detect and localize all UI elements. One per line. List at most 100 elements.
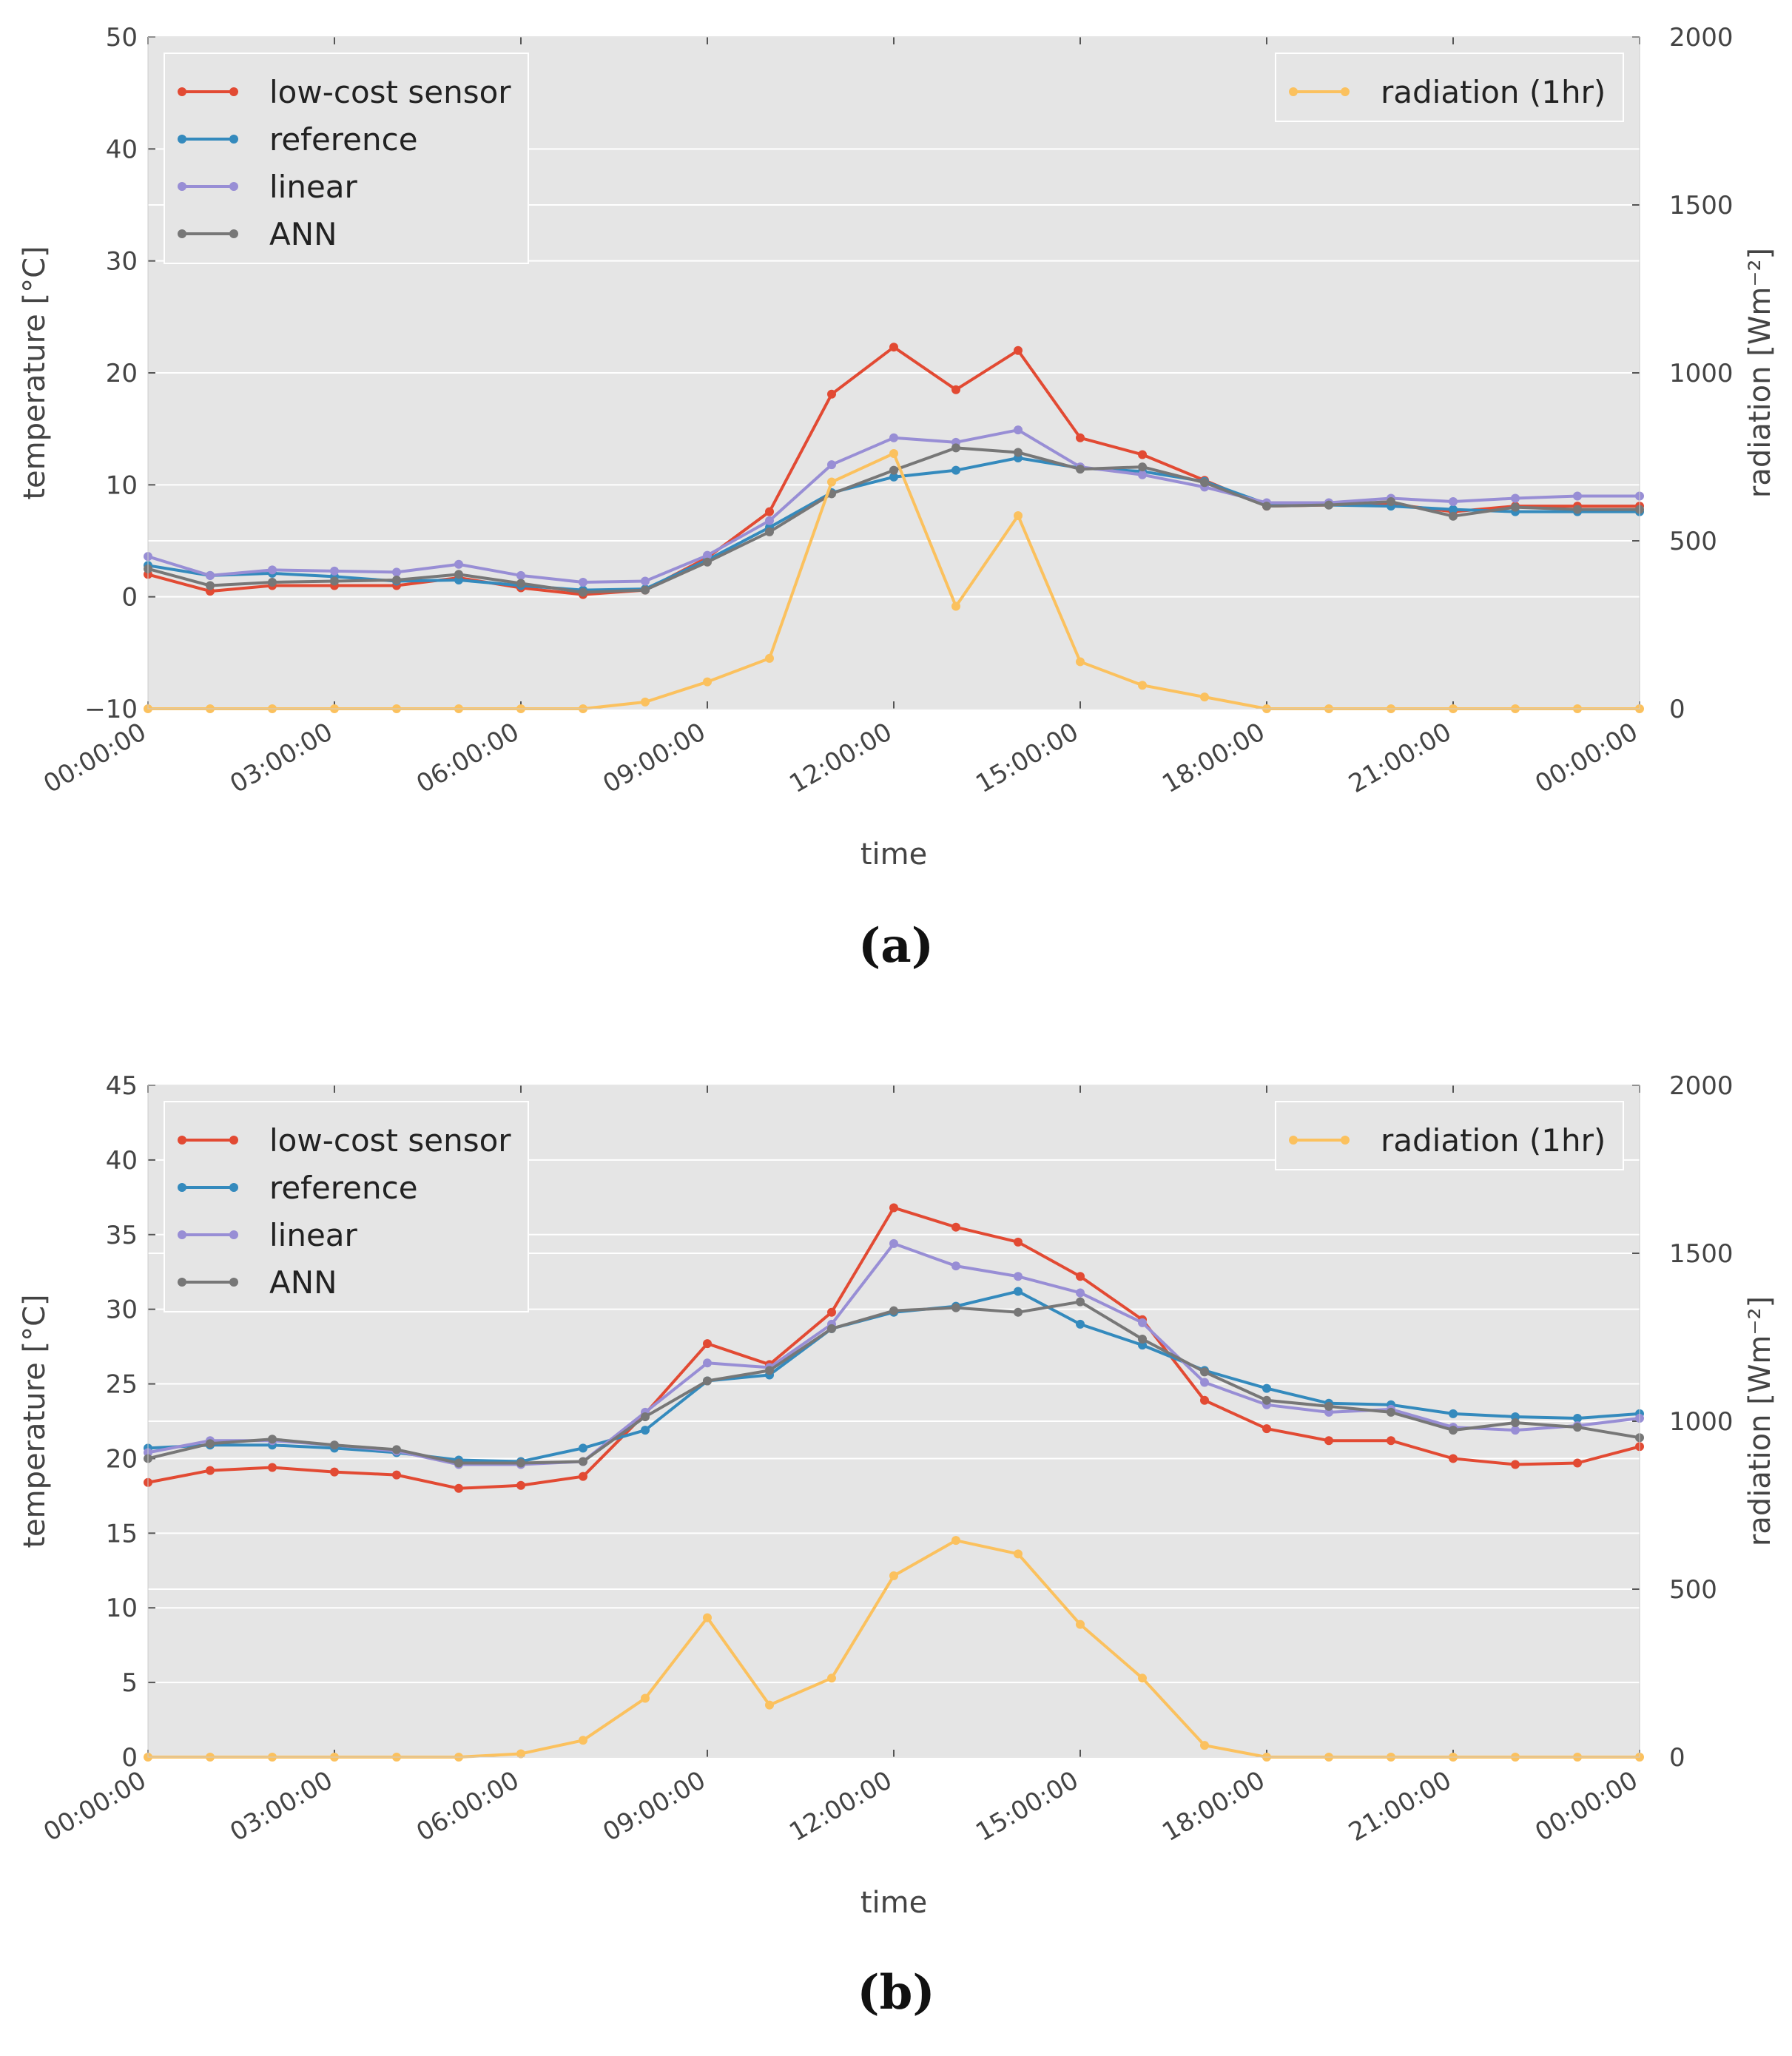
data-point [889,1306,898,1315]
legend-label: ANN [269,1264,337,1301]
data-point [1014,1237,1023,1247]
data-point [1449,1426,1458,1435]
y2-tick-label: 2000 [1669,23,1734,53]
data-point [392,1445,401,1455]
data-point [951,385,960,394]
data-point [703,1613,712,1622]
legend-label: low-cost sensor [269,74,511,110]
data-point [1449,1454,1458,1463]
y-tick-label: −10 [84,695,138,724]
legend-swatch-marker [1289,87,1298,96]
data-point [1324,1401,1333,1411]
y-tick-label: 15 [106,1519,138,1548]
data-point [765,1366,774,1375]
y-tick-label: 0 [121,583,138,613]
data-point [1138,470,1147,479]
data-point [1014,1287,1023,1296]
legend-label: ANN [269,216,337,252]
legend-label: radiation (1hr) [1381,74,1606,110]
chart-panel-b: 00:00:00 03:00:00 06:00:00 09:00:00 12:00:00… [18,1071,1777,2020]
data-point [1138,1674,1147,1683]
plot-frame [147,36,1640,710]
data-point [1449,1409,1458,1418]
data-point [1076,657,1085,667]
data-point [889,1203,898,1213]
data-point [765,1700,774,1710]
data-point [641,576,650,586]
data-point [765,527,774,536]
legend-right [1275,53,1624,122]
data-point [641,1412,650,1421]
data-point [1511,1460,1520,1469]
y-tick-label: 25 [106,1370,138,1400]
data-point [579,1443,587,1453]
legend-swatch-marker [229,87,238,96]
data-point [827,389,836,399]
y-axis-title: temperature [°C] [18,1294,52,1548]
legend-swatch-marker [1289,1136,1298,1145]
data-point [889,343,898,352]
data-point [1138,1335,1147,1344]
data-point [1449,497,1458,507]
data-point [1076,1288,1085,1298]
data-point [951,601,960,611]
data-point [206,1439,215,1449]
y2-tick-label: 1000 [1669,1407,1734,1437]
data-point [1573,505,1582,514]
data-point [1511,1418,1520,1428]
legend-label: linear [269,169,358,205]
legend-swatch-marker [229,1136,238,1145]
data-point [1573,491,1582,501]
legend-swatch-marker [178,1230,186,1239]
legend-left [164,53,529,264]
y-tick-label: 40 [106,1146,138,1176]
data-point [1573,1458,1582,1468]
data-point [579,1736,587,1745]
y-tick-label: 5 [121,1668,138,1698]
data-point [1076,433,1085,442]
data-point [1573,1423,1582,1432]
data-point [827,460,836,470]
legend-swatch-marker [229,1230,238,1239]
data-point [1573,1413,1582,1423]
data-point [951,1536,960,1546]
data-point [454,1458,463,1468]
data-point [1387,1436,1395,1446]
legend-swatch-marker [229,229,238,238]
data-point [827,1307,836,1317]
data-point [1200,478,1209,488]
x-tick-label: 00:00:00 [38,717,151,799]
data-point [827,1674,836,1683]
data-point [703,557,712,567]
y-tick-label: 30 [106,247,138,277]
data-point [1014,448,1023,457]
x-tick-label: 18:00:00 [1157,1765,1270,1847]
x-tick-label: 21:00:00 [1344,1765,1456,1847]
y2-tick-label: 0 [1669,1743,1685,1773]
y-tick-label: 30 [106,1295,138,1325]
x-tick-label: 18:00:00 [1157,717,1270,799]
data-point [268,1435,277,1444]
x-tick-label: 15:00:00 [971,1765,1083,1847]
legend-swatch-marker [178,1278,186,1287]
data-point [1200,1741,1209,1750]
legend-label: linear [269,1217,358,1253]
data-point [1262,1424,1271,1434]
x-tick-label: 03:00:00 [225,717,337,799]
data-point [889,472,898,482]
data-point [516,1749,525,1759]
y-tick-label: 10 [106,471,138,500]
legend-left [164,1101,529,1312]
x-tick-label: 00:00:00 [1530,717,1643,799]
data-point [1200,1367,1209,1377]
data-point [641,1693,650,1703]
data-point [1076,1619,1085,1629]
panel-label: (b) [857,1965,934,2020]
data-point [1262,502,1271,511]
legend-swatch-marker [178,87,186,96]
data-point [1449,505,1458,514]
y2-tick-label: 500 [1669,527,1717,556]
x-tick-label: 09:00:00 [598,1765,710,1847]
data-point [1138,462,1147,472]
data-point [1076,1272,1085,1281]
